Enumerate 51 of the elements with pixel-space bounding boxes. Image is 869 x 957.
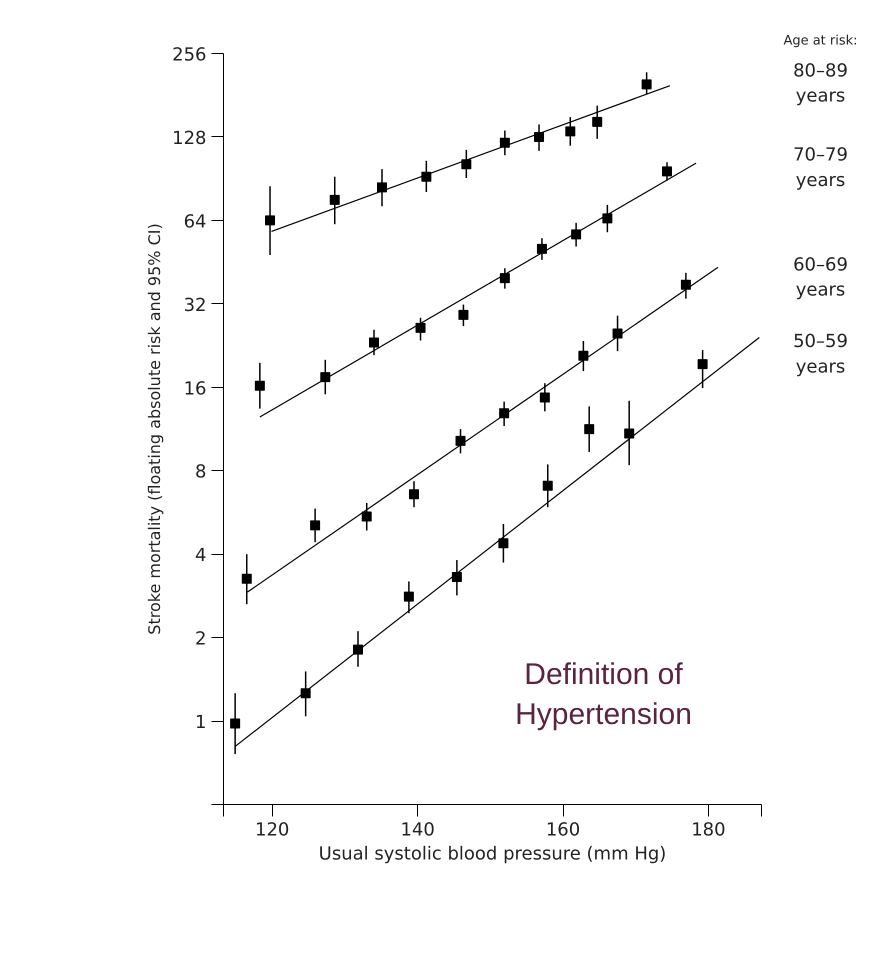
point xyxy=(254,380,265,391)
text: 60–69 years xyxy=(793,254,848,301)
point xyxy=(408,489,419,500)
x-tick-label: 180 xyxy=(691,820,726,840)
point xyxy=(230,718,240,728)
point xyxy=(536,244,547,254)
x-tick-label: 160 xyxy=(546,820,580,840)
point xyxy=(265,215,276,226)
point xyxy=(242,574,252,584)
y-axis-title: Stroke mortality (floating absolute risk and 95% CI) xyxy=(145,223,164,635)
y-tick-label: 2 xyxy=(195,628,206,650)
y-tick-label: 256 xyxy=(172,44,207,66)
point xyxy=(404,592,414,602)
point xyxy=(310,520,320,530)
point xyxy=(461,159,472,170)
point xyxy=(542,480,553,491)
point xyxy=(498,538,508,548)
point xyxy=(362,511,372,522)
point xyxy=(592,116,602,127)
point xyxy=(584,424,594,434)
annotation: Definition of Hypertension xyxy=(515,658,692,731)
x-axis-title: Usual systolic blood pressure (mm Hg) xyxy=(318,844,666,864)
point xyxy=(662,166,672,176)
point xyxy=(624,428,634,438)
point xyxy=(452,572,462,582)
y-tick-label: 16 xyxy=(184,378,206,400)
point xyxy=(500,273,510,284)
point xyxy=(680,280,691,290)
y-tick-label: 128 xyxy=(172,128,207,149)
point xyxy=(456,436,466,446)
point xyxy=(698,359,708,370)
y-tick-label: 1 xyxy=(195,712,206,734)
y-tick-label: 64 xyxy=(184,211,206,232)
point xyxy=(642,79,652,90)
point xyxy=(540,392,550,402)
x-tick-label: 140 xyxy=(400,820,435,840)
x-tick-label: 120 xyxy=(255,820,290,840)
point xyxy=(565,126,576,136)
text: 70–79 years xyxy=(793,144,848,191)
y-tick-label: 4 xyxy=(195,545,206,566)
point xyxy=(330,194,340,205)
y-tick-label: 8 xyxy=(195,462,206,483)
point xyxy=(578,350,588,361)
y-tick-label: 32 xyxy=(184,294,206,316)
text: 50–59 years xyxy=(793,331,848,378)
legend-title: Age at risk: xyxy=(783,34,858,48)
point xyxy=(602,213,612,224)
point xyxy=(458,310,468,320)
text: 80–89 years xyxy=(793,60,848,107)
point xyxy=(416,322,426,333)
point xyxy=(368,338,379,348)
